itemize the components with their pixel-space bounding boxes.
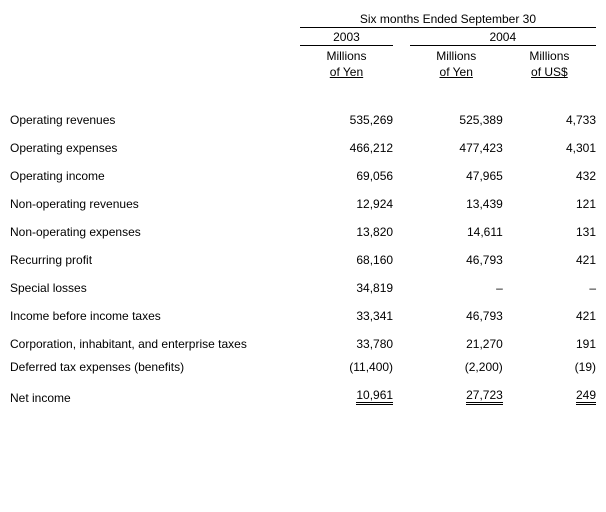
row-income-before-taxes: Income before income taxes 33,341 46,793…	[10, 302, 596, 330]
val-2004-yen: 46,793	[410, 302, 503, 330]
val-2003: 69,056	[300, 162, 393, 190]
row-non-operating-expenses: Non-operating expenses 13,820 14,611 131	[10, 218, 596, 246]
val-2004-usd: (19)	[503, 358, 596, 376]
year-2003: 2003	[300, 28, 393, 46]
val-2004-yen: 27,723	[410, 376, 503, 405]
val-2003: 33,780	[300, 330, 393, 358]
val-2003: 466,212	[300, 134, 393, 162]
period-title: Six months Ended September 30	[300, 12, 596, 28]
row-label: Deferred tax expenses (benefits)	[10, 358, 300, 376]
val-2004-usd: 421	[503, 302, 596, 330]
row-label: Net income	[10, 376, 300, 405]
row-label: Operating revenues	[10, 106, 300, 134]
year-2004: 2004	[410, 28, 596, 46]
val-2004-usd: 121	[503, 190, 596, 218]
val-2003: (11,400)	[300, 358, 393, 376]
row-recurring-profit: Recurring profit 68,160 46,793 421	[10, 246, 596, 274]
val-2003: 10,961	[300, 376, 393, 405]
val-2003: 33,341	[300, 302, 393, 330]
header-row-period: Six months Ended September 30	[10, 12, 596, 28]
val-2003: 34,819	[300, 274, 393, 302]
row-label: Special losses	[10, 274, 300, 302]
row-net-income: Net income 10,961 27,723 249	[10, 376, 596, 405]
val-2003: 12,924	[300, 190, 393, 218]
val-2003: 68,160	[300, 246, 393, 274]
val-2004-yen: 13,439	[410, 190, 503, 218]
row-operating-income: Operating income 69,056 47,965 432	[10, 162, 596, 190]
val-2004-yen: 46,793	[410, 246, 503, 274]
row-corp-taxes: Corporation, inhabitant, and enterprise …	[10, 330, 596, 358]
header-row-years: 2003 2004	[10, 28, 596, 46]
val-2004-usd: –	[503, 274, 596, 302]
val-2004-usd: 421	[503, 246, 596, 274]
row-label: Recurring profit	[10, 246, 300, 274]
unit-2004-usd: Millions of US$	[503, 46, 596, 87]
income-statement-table: Six months Ended September 30 2003 2004 …	[10, 12, 596, 405]
row-operating-expenses: Operating expenses 466,212 477,423 4,301	[10, 134, 596, 162]
val-2003: 535,269	[300, 106, 393, 134]
header-row-units: Millions of Yen Millions of Yen Millions…	[10, 46, 596, 87]
val-2004-usd: 4,301	[503, 134, 596, 162]
row-special-losses: Special losses 34,819 – –	[10, 274, 596, 302]
row-label: Corporation, inhabitant, and enterprise …	[10, 330, 300, 358]
val-2003: 13,820	[300, 218, 393, 246]
val-2004-usd: 249	[503, 376, 596, 405]
row-label: Non-operating revenues	[10, 190, 300, 218]
row-label: Non-operating expenses	[10, 218, 300, 246]
val-2004-usd: 131	[503, 218, 596, 246]
row-non-operating-revenues: Non-operating revenues 12,924 13,439 121	[10, 190, 596, 218]
val-2004-yen: 21,270	[410, 330, 503, 358]
val-2004-yen: 14,611	[410, 218, 503, 246]
val-2004-usd: 191	[503, 330, 596, 358]
val-2004-yen: –	[410, 274, 503, 302]
unit-2004-yen: Millions of Yen	[410, 46, 503, 87]
val-2004-yen: (2,200)	[410, 358, 503, 376]
val-2004-usd: 4,733	[503, 106, 596, 134]
row-label: Operating income	[10, 162, 300, 190]
row-deferred-tax: Deferred tax expenses (benefits) (11,400…	[10, 358, 596, 376]
val-2004-usd: 432	[503, 162, 596, 190]
row-label: Operating expenses	[10, 134, 300, 162]
val-2004-yen: 47,965	[410, 162, 503, 190]
unit-2003-yen: Millions of Yen	[300, 46, 393, 87]
row-operating-revenues: Operating revenues 535,269 525,389 4,733	[10, 106, 596, 134]
row-label: Income before income taxes	[10, 302, 300, 330]
val-2004-yen: 525,389	[410, 106, 503, 134]
val-2004-yen: 477,423	[410, 134, 503, 162]
